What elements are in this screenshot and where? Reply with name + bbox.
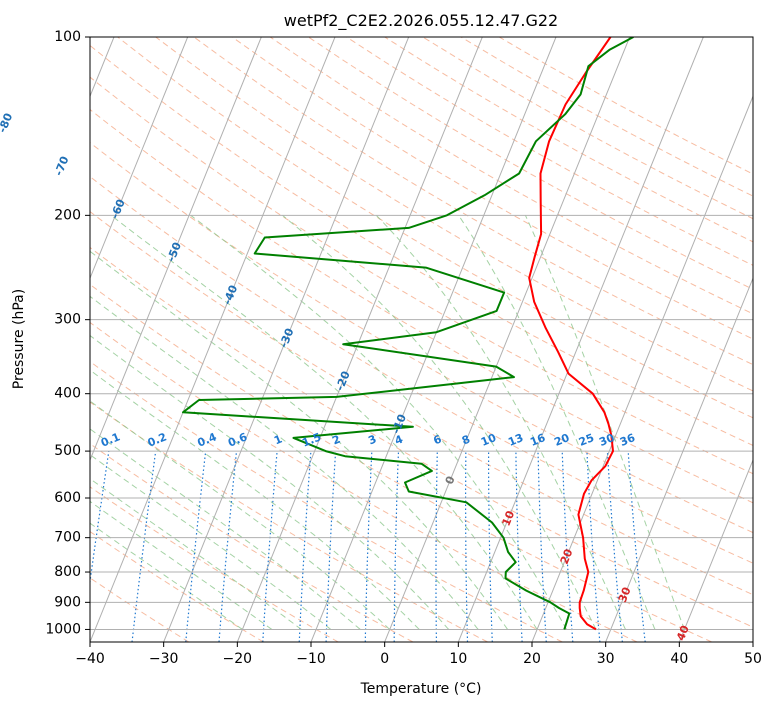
x-tick-label: 50	[744, 651, 762, 667]
x-tick-label: 0	[380, 651, 389, 667]
mixing-ratio-line	[185, 451, 207, 642]
dry-adiabat	[90, 283, 712, 642]
isotherm-label: 40	[674, 623, 692, 642]
y-tick-label: 700	[54, 530, 81, 546]
moist-adiabat	[90, 478, 302, 630]
isotherm-label: 30	[616, 585, 634, 604]
dry-adiabat	[155, 37, 753, 392]
mixing-ratio-label: 13	[506, 431, 525, 449]
dry-adiabat	[90, 210, 753, 596]
profile-series	[182, 37, 634, 631]
x-tick-label: 20	[523, 651, 541, 667]
moist-adiabat	[282, 214, 597, 630]
mixing-ratio-label: 1	[272, 433, 284, 448]
dry-adiabat	[308, 37, 753, 290]
dry-adiabat	[90, 176, 753, 564]
mixing-ratio-label: 36	[618, 431, 637, 449]
y-tick-label: 800	[54, 564, 81, 580]
dry-adiabat	[269, 37, 753, 315]
line-labels: -100-90-80-70-60-50-40-30-20-10010203040…	[0, 111, 692, 643]
y-tick-label: 500	[54, 443, 81, 459]
isotherm-line	[678, 458, 753, 642]
isotherm-line	[457, 37, 704, 642]
isotherm-line	[605, 276, 753, 642]
mixing-ratio-label: 25	[577, 431, 596, 449]
dry-adiabat	[90, 108, 753, 504]
y-tick-label: 200	[54, 207, 81, 223]
isotherm-label: -70	[52, 154, 72, 178]
mixing-ratio-label: 2	[330, 433, 342, 448]
x-tick-label: −20	[223, 651, 253, 667]
moist-adiabat	[90, 522, 243, 630]
moist-adiabat	[524, 215, 685, 630]
mixing-ratio-label: 10	[479, 431, 498, 449]
y-tick-label: 300	[54, 312, 81, 328]
mixing-ratio-label: 16	[528, 431, 547, 449]
mixing-ratio-line	[606, 451, 623, 642]
x-tick-label: 10	[449, 651, 467, 667]
pressure-gridlines	[90, 37, 753, 630]
dry-adiabat	[117, 37, 753, 419]
dewpoint-line	[182, 37, 634, 630]
y-axis-title: Pressure (hPa)	[11, 289, 27, 389]
y-axis: 100 200 300 400 500 600 700 800 900 1000	[45, 29, 90, 637]
isotherm-line	[531, 94, 753, 642]
isotherm-line	[310, 37, 557, 642]
dry-adiabat	[90, 142, 753, 534]
mixing-ratio-line	[218, 451, 238, 642]
isotherm-line	[236, 37, 483, 642]
x-tick-label: −10	[296, 651, 326, 667]
isotherm-line	[90, 37, 336, 642]
x-tick-label: −40	[75, 651, 105, 667]
dry-adiabat	[90, 401, 488, 642]
plot-background	[90, 37, 753, 642]
mixing-ratio-label: 8	[460, 433, 472, 448]
dry-adiabat	[90, 321, 638, 642]
isotherm-line	[752, 640, 753, 642]
moist-adiabat	[90, 500, 273, 630]
x-axis-title: Temperature (°C)	[360, 681, 482, 697]
dry-adiabat	[193, 37, 753, 366]
y-tick-label: 400	[54, 386, 81, 402]
isotherm-line	[90, 37, 262, 462]
y-tick-label: 600	[54, 490, 81, 506]
dry-adiabat	[90, 76, 753, 475]
isotherm-label: 10	[500, 509, 518, 528]
isotherm-label: 20	[558, 547, 576, 566]
dry-adiabat	[90, 246, 753, 628]
isotherm-line	[384, 37, 631, 642]
x-axis: −40 −30 −20 −10 0 10 20 30 40 50	[75, 642, 762, 667]
x-tick-label: 30	[597, 651, 615, 667]
isotherm-line	[90, 37, 189, 280]
y-tick-label: 1000	[45, 621, 81, 637]
isotherm-line	[163, 37, 410, 642]
mixing-ratio-label: 20	[552, 431, 571, 449]
y-tick-label: 100	[54, 29, 81, 45]
mixing-ratio-line	[90, 451, 110, 587]
dry-adiabat	[90, 530, 264, 642]
mixing-ratio-label: 3	[366, 433, 378, 448]
plot-frame	[89, 36, 754, 643]
dry-adiabat	[90, 360, 563, 642]
mixing-ratio-line	[627, 451, 646, 642]
mixing-ratio-line	[131, 451, 157, 642]
x-tick-label: 40	[670, 651, 688, 667]
x-tick-label: −30	[149, 651, 179, 667]
y-tick-label: 900	[54, 594, 81, 610]
chart-title: wetPf2_C2E2.2026.055.12.47.G22	[284, 11, 558, 31]
mixing-ratio-label: 30	[597, 431, 616, 449]
isotherm-label: -80	[0, 111, 15, 135]
temperature-line	[528, 37, 614, 631]
